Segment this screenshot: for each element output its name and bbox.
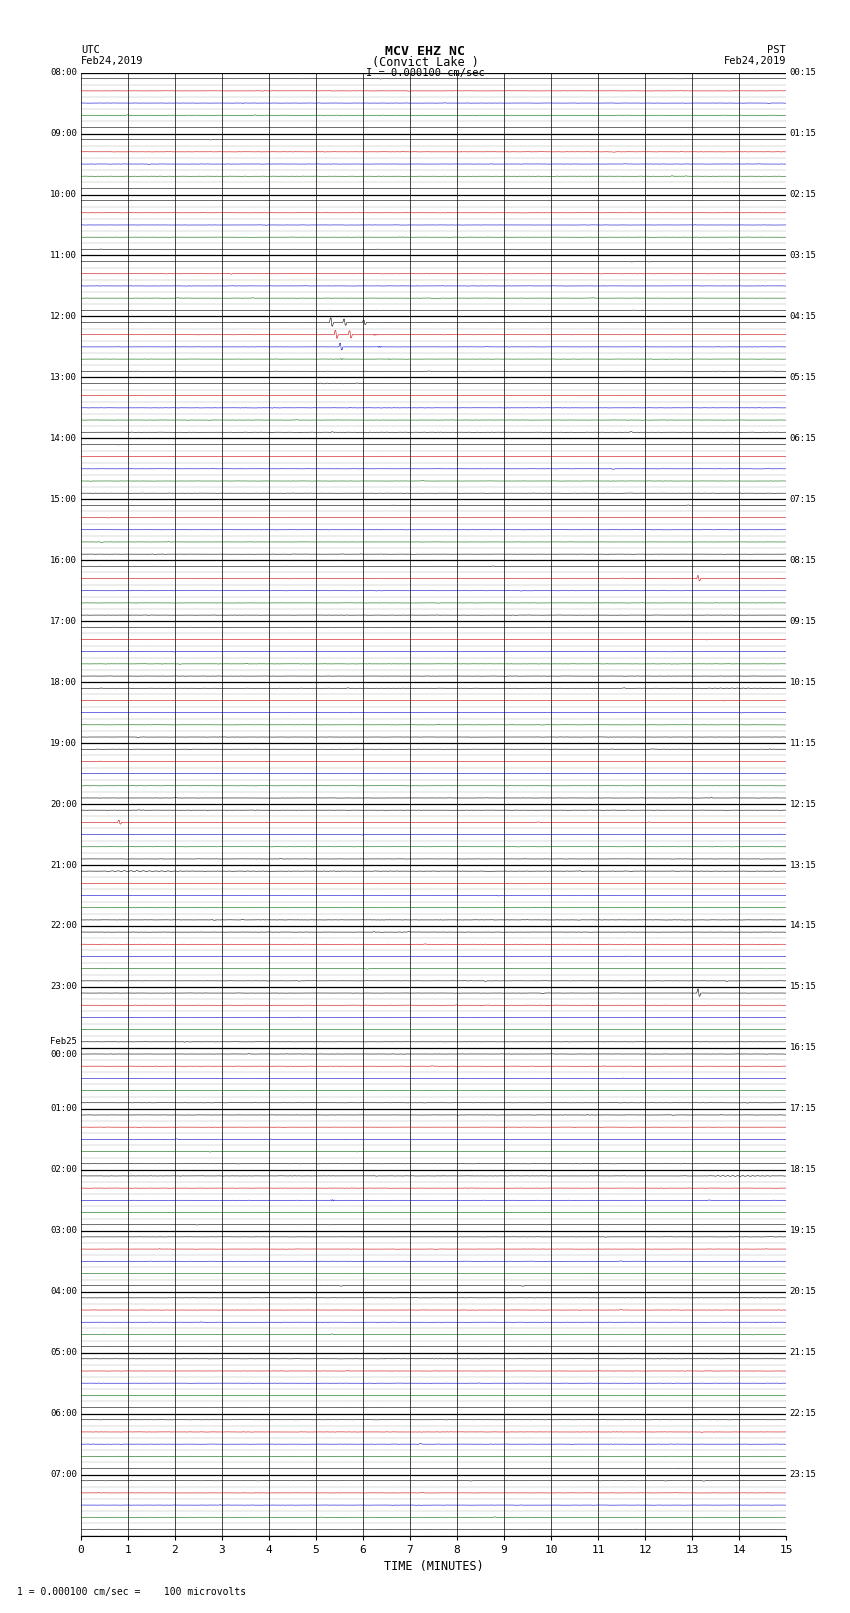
Text: 10:15: 10:15 xyxy=(790,677,817,687)
Text: 13:00: 13:00 xyxy=(50,373,77,382)
Text: 02:15: 02:15 xyxy=(790,190,817,198)
Text: UTC: UTC xyxy=(81,45,99,55)
Text: 12:00: 12:00 xyxy=(50,311,77,321)
Text: 16:15: 16:15 xyxy=(790,1044,817,1052)
Text: 19:15: 19:15 xyxy=(790,1226,817,1236)
Text: 21:15: 21:15 xyxy=(790,1348,817,1357)
Text: 17:15: 17:15 xyxy=(790,1105,817,1113)
Text: 03:00: 03:00 xyxy=(50,1226,77,1236)
Text: (Convict Lake ): (Convict Lake ) xyxy=(371,56,479,69)
Text: 12:15: 12:15 xyxy=(790,800,817,808)
Text: 09:15: 09:15 xyxy=(790,616,817,626)
Text: 19:00: 19:00 xyxy=(50,739,77,747)
Text: 11:15: 11:15 xyxy=(790,739,817,747)
Text: 18:00: 18:00 xyxy=(50,677,77,687)
Text: 14:00: 14:00 xyxy=(50,434,77,444)
Text: 08:15: 08:15 xyxy=(790,556,817,565)
Text: 23:00: 23:00 xyxy=(50,982,77,992)
Text: 15:15: 15:15 xyxy=(790,982,817,992)
Text: Feb24,2019: Feb24,2019 xyxy=(723,56,786,66)
Text: 05:15: 05:15 xyxy=(790,373,817,382)
Text: 08:00: 08:00 xyxy=(50,68,77,77)
Text: 01:00: 01:00 xyxy=(50,1105,77,1113)
Text: 21:00: 21:00 xyxy=(50,861,77,869)
Text: 00:00: 00:00 xyxy=(50,1050,77,1058)
Text: Feb24,2019: Feb24,2019 xyxy=(81,56,144,66)
Text: PST: PST xyxy=(768,45,786,55)
Text: 20:00: 20:00 xyxy=(50,800,77,808)
Text: 23:15: 23:15 xyxy=(790,1469,817,1479)
Text: 04:00: 04:00 xyxy=(50,1287,77,1297)
Text: 01:15: 01:15 xyxy=(790,129,817,139)
Text: 02:00: 02:00 xyxy=(50,1165,77,1174)
Text: 06:00: 06:00 xyxy=(50,1410,77,1418)
Text: 18:15: 18:15 xyxy=(790,1165,817,1174)
Text: 07:00: 07:00 xyxy=(50,1469,77,1479)
Text: 11:00: 11:00 xyxy=(50,252,77,260)
Text: MCV EHZ NC: MCV EHZ NC xyxy=(385,45,465,58)
Text: 07:15: 07:15 xyxy=(790,495,817,503)
Text: I = 0.000100 cm/sec: I = 0.000100 cm/sec xyxy=(366,68,484,77)
Text: 06:15: 06:15 xyxy=(790,434,817,444)
Text: 20:15: 20:15 xyxy=(790,1287,817,1297)
Text: 00:15: 00:15 xyxy=(790,68,817,77)
Text: 10:00: 10:00 xyxy=(50,190,77,198)
Text: 17:00: 17:00 xyxy=(50,616,77,626)
Text: 22:15: 22:15 xyxy=(790,1410,817,1418)
Text: 14:15: 14:15 xyxy=(790,921,817,931)
Text: 15:00: 15:00 xyxy=(50,495,77,503)
Text: 05:00: 05:00 xyxy=(50,1348,77,1357)
Text: 13:15: 13:15 xyxy=(790,861,817,869)
Text: 22:00: 22:00 xyxy=(50,921,77,931)
Text: 03:15: 03:15 xyxy=(790,252,817,260)
Text: 09:00: 09:00 xyxy=(50,129,77,139)
Text: 16:00: 16:00 xyxy=(50,556,77,565)
X-axis label: TIME (MINUTES): TIME (MINUTES) xyxy=(383,1560,484,1573)
Text: 1 = 0.000100 cm/sec =    100 microvolts: 1 = 0.000100 cm/sec = 100 microvolts xyxy=(17,1587,246,1597)
Text: 04:15: 04:15 xyxy=(790,311,817,321)
Text: Feb25: Feb25 xyxy=(50,1037,77,1047)
